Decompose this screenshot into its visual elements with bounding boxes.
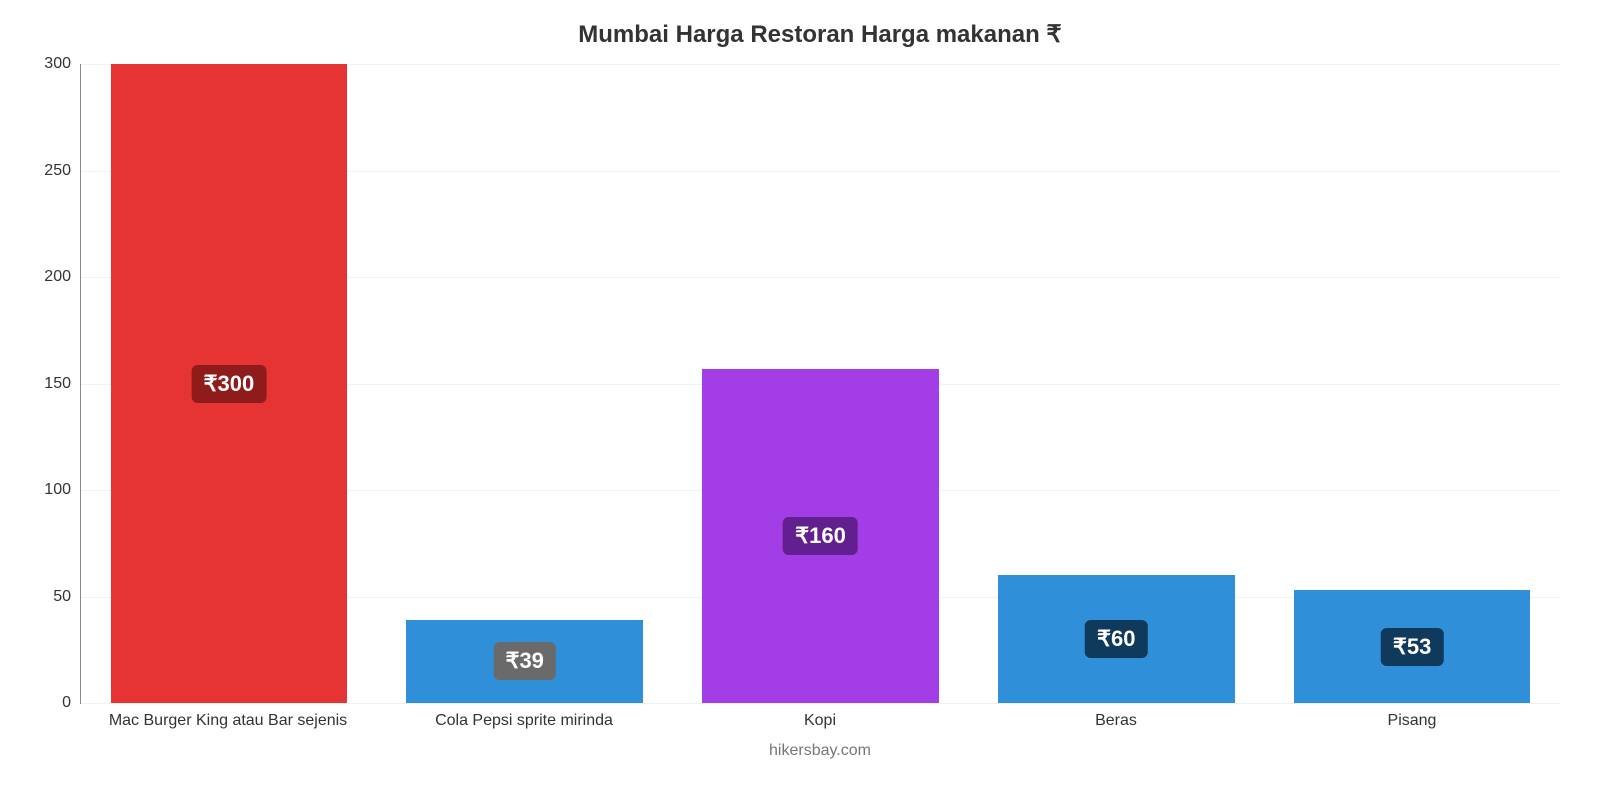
x-tick-label: Kopi: [672, 712, 968, 730]
bars-group: ₹300 ₹39 ₹160 ₹60 ₹53: [81, 64, 1560, 703]
bar-slot: ₹60: [968, 64, 1264, 703]
y-tick-label: 0: [62, 694, 81, 712]
bar-slot: ₹300: [81, 64, 377, 703]
bar: ₹53: [1294, 590, 1531, 703]
bar: ₹300: [111, 64, 348, 703]
plot-area: 050100150200250300 ₹300₹39₹160₹60₹53: [80, 64, 1560, 704]
y-tick-label: 250: [44, 162, 81, 180]
bar-slot: ₹53: [1264, 64, 1560, 703]
x-axis-labels: Mac Burger King atau Bar sejenisCola Pep…: [80, 712, 1560, 730]
bar-value-label: ₹39: [493, 642, 555, 680]
x-tick-label: Mac Burger King atau Bar sejenis: [80, 712, 376, 730]
bar: ₹60: [998, 575, 1235, 703]
x-tick-label: Cola Pepsi sprite mirinda: [376, 712, 672, 730]
chart-container: Mumbai Harga Restoran Harga makanan ₹ 0 5…: [0, 0, 1600, 800]
y-tick-label: 150: [44, 375, 81, 393]
bar-value-label: ₹60: [1085, 620, 1147, 658]
bar-value-label: ₹53: [1381, 628, 1443, 666]
x-tick-label: Pisang: [1264, 712, 1560, 730]
gridline: [81, 703, 1560, 704]
y-tick-label: 200: [44, 268, 81, 286]
bar-slot: ₹160: [673, 64, 969, 703]
footer-attribution: hikersbay.com: [80, 742, 1560, 760]
bar-value-label: ₹300: [192, 365, 267, 403]
x-tick-label: Beras: [968, 712, 1264, 730]
y-tick-label: 50: [53, 588, 81, 606]
y-tick-label: 100: [44, 481, 81, 499]
bar: ₹39: [406, 620, 643, 703]
bar: ₹160: [702, 369, 939, 703]
chart-title: Mumbai Harga Restoran Harga makanan ₹: [80, 20, 1560, 49]
y-tick-label: 300: [44, 55, 81, 73]
bar-value-label: ₹160: [783, 517, 858, 555]
bar-slot: ₹39: [377, 64, 673, 703]
